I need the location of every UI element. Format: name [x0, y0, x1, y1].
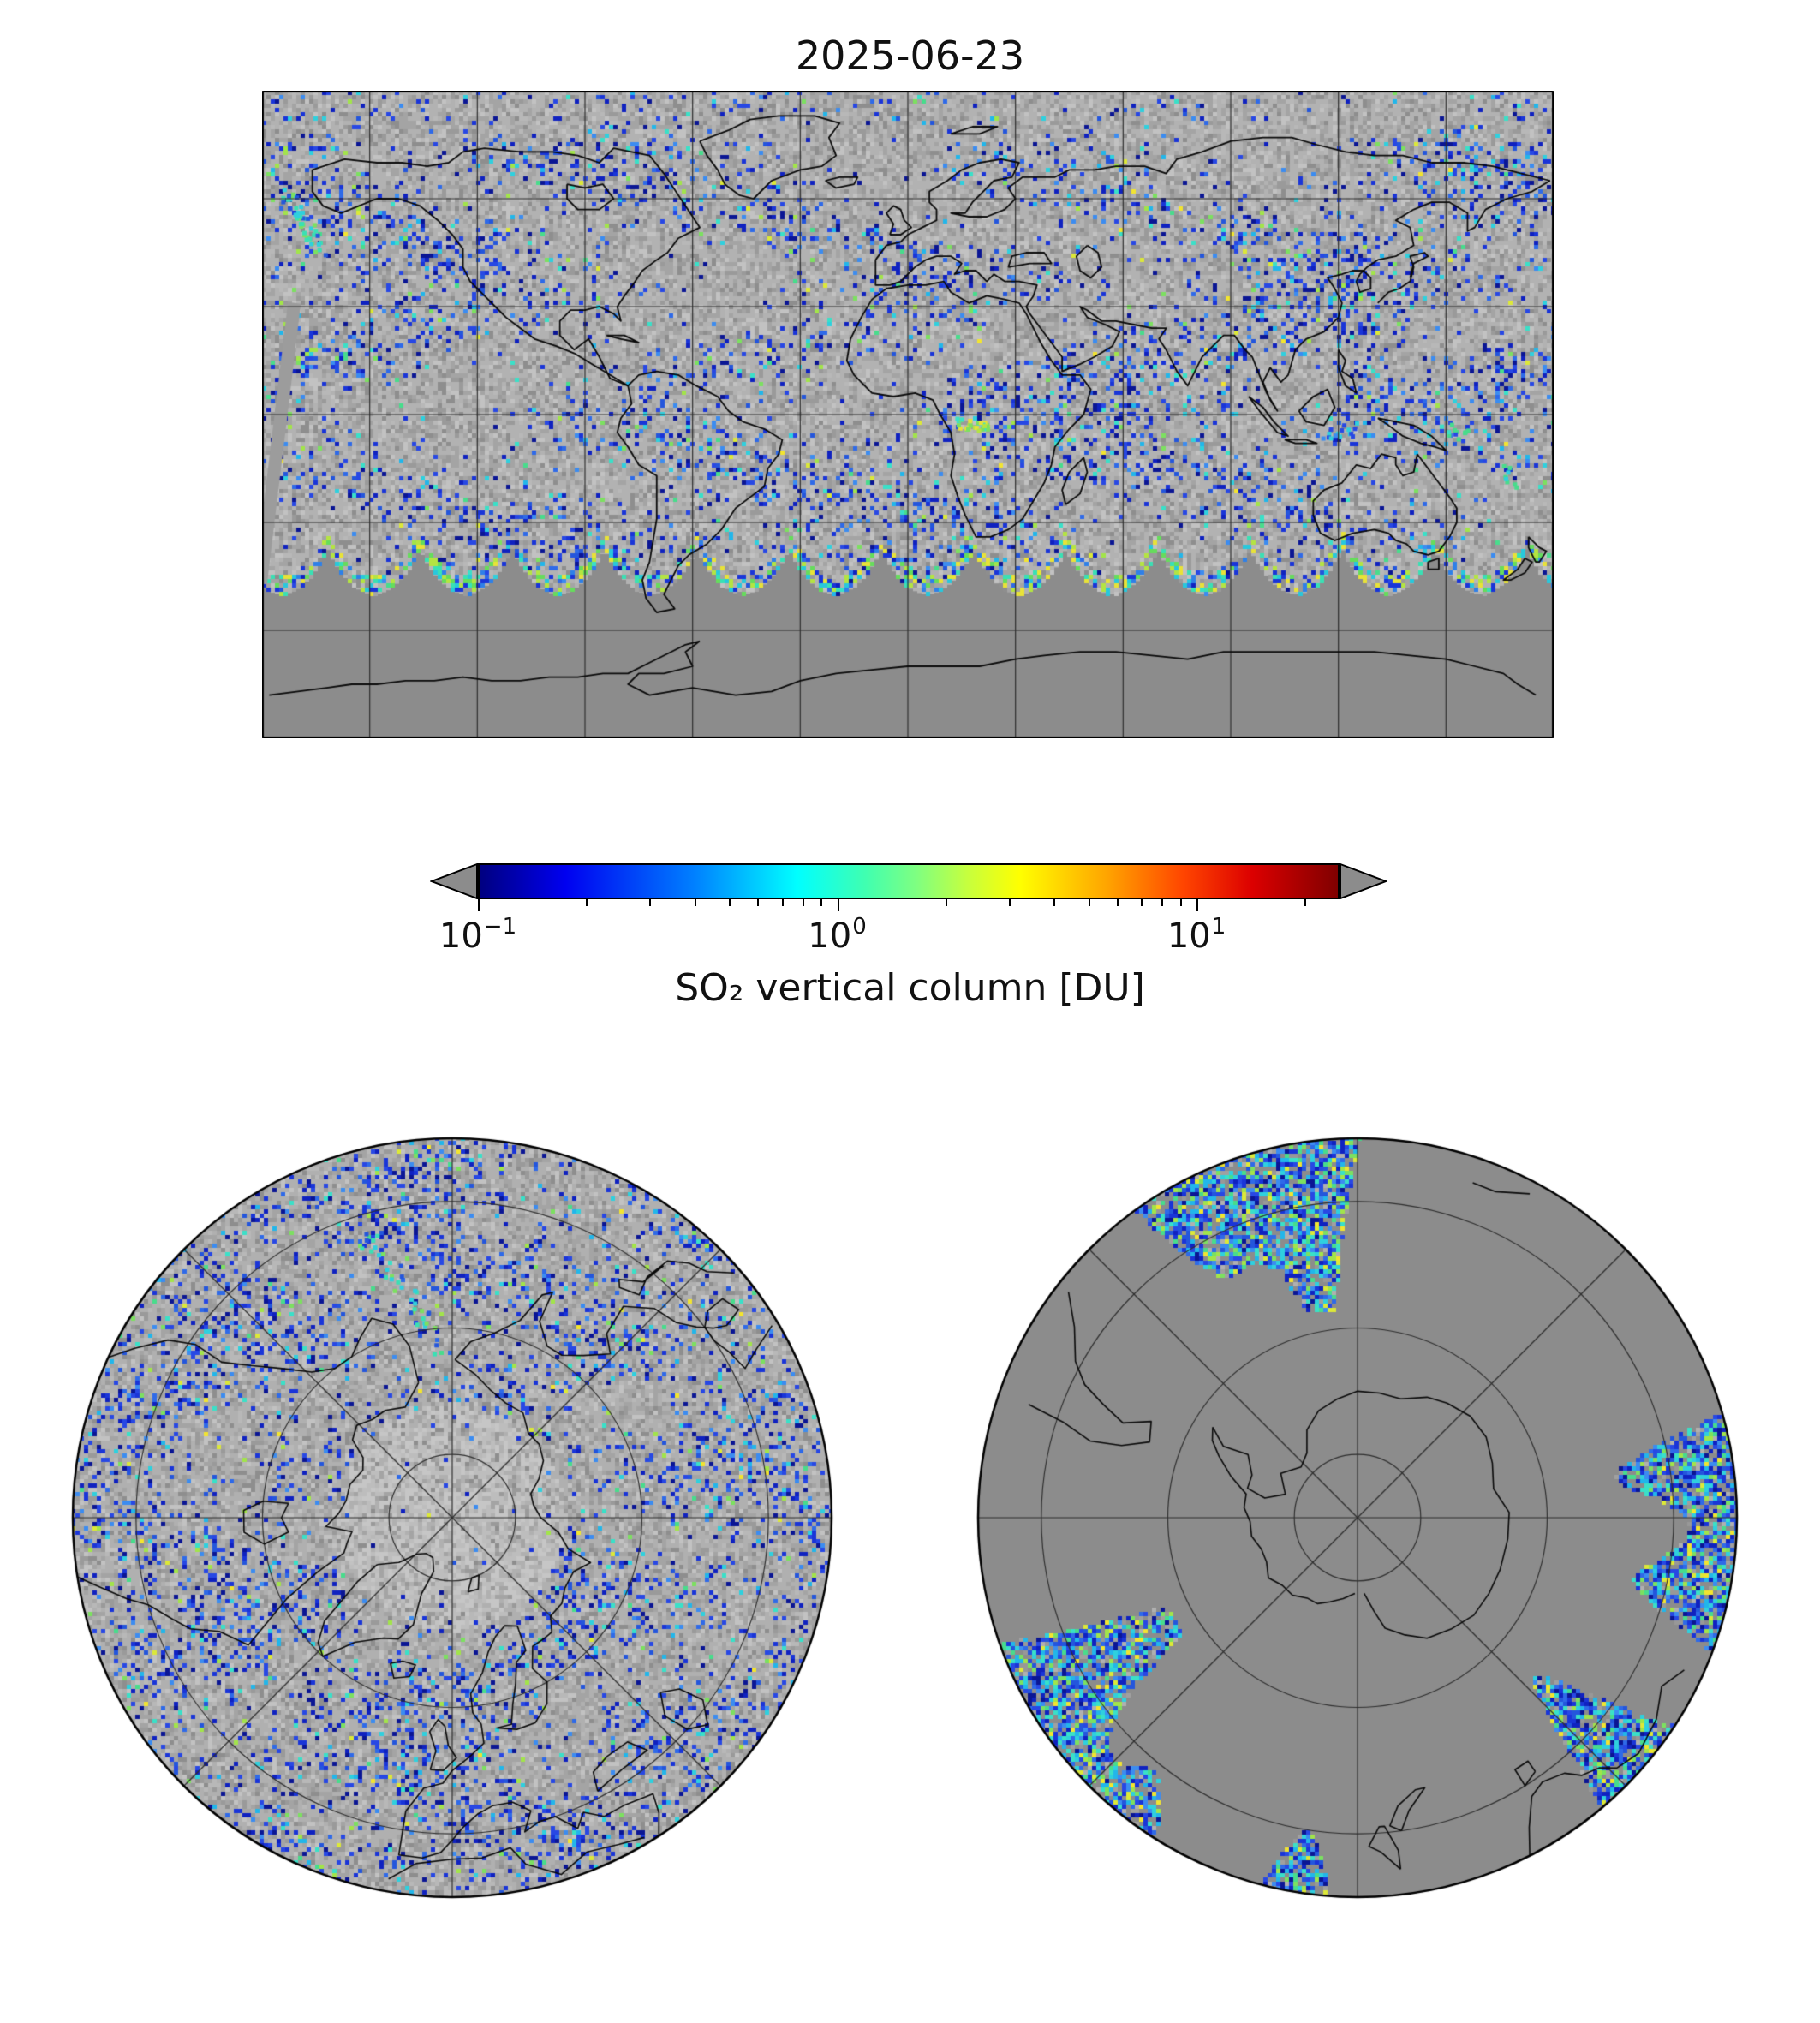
- colorbar-label: SO₂ vertical column [DU]: [675, 966, 1145, 1010]
- global-map-panel: [262, 91, 1554, 738]
- colorbar-tick: [820, 899, 823, 906]
- colorbar: 10−1 100 101: [430, 863, 1387, 975]
- colorbar-tick: [586, 899, 588, 906]
- colorbar-tick: [757, 899, 760, 906]
- colorbar-tick: [837, 899, 839, 911]
- colorbar-tick: [649, 899, 652, 906]
- colorbar-tick: [802, 899, 804, 906]
- colorbar-over-arrow: [1340, 863, 1387, 899]
- colorbar-tick-label-1: 100: [808, 914, 867, 956]
- colorbar-tick: [1141, 899, 1143, 906]
- south-polar-canvas: [972, 1132, 1743, 1903]
- colorbar-tick: [945, 899, 947, 906]
- colorbar-tick-label-0: 10−1: [439, 914, 517, 956]
- colorbar-tick: [1161, 899, 1164, 906]
- south-polar-panel: [972, 1132, 1743, 1903]
- colorbar-tick: [1304, 899, 1307, 906]
- north-polar-panel: [67, 1132, 838, 1903]
- colorbar-under-arrow: [430, 863, 478, 899]
- colorbar-tick: [1088, 899, 1090, 906]
- colorbar-tick: [1116, 899, 1119, 906]
- colorbar-tick: [781, 899, 784, 906]
- north-polar-canvas: [67, 1132, 838, 1903]
- colorbar-tick: [1008, 899, 1011, 906]
- figure-title: 2025-06-23: [795, 33, 1025, 79]
- colorbar-tick: [694, 899, 696, 906]
- colorbar-tick: [478, 899, 480, 911]
- colorbar-tick-label-2: 101: [1167, 914, 1226, 956]
- colorbar-tick: [1179, 899, 1182, 906]
- colorbar-gradient-bar: [478, 863, 1340, 899]
- global-map-canvas: [262, 91, 1554, 738]
- colorbar-tick: [729, 899, 731, 906]
- colorbar-tick: [1196, 899, 1199, 911]
- colorbar-tick: [1053, 899, 1056, 906]
